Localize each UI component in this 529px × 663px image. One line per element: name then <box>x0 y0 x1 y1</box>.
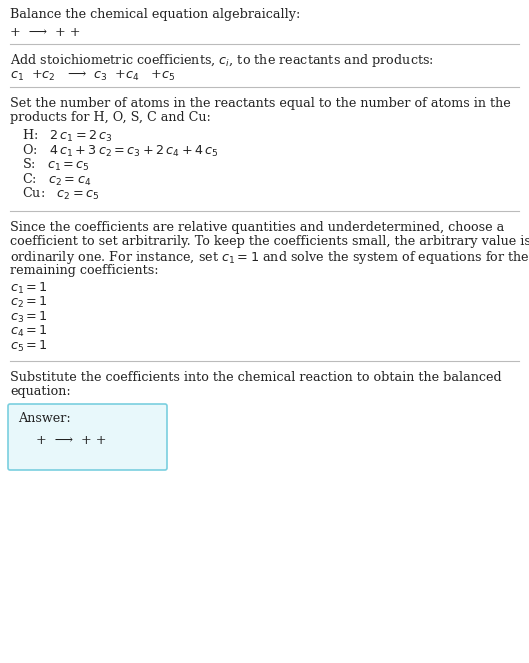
Text: S:   $c_1 = c_5$: S: $c_1 = c_5$ <box>14 157 90 173</box>
Text: Balance the chemical equation algebraically:: Balance the chemical equation algebraica… <box>10 8 300 21</box>
Text: Since the coefficients are relative quantities and underdetermined, choose a: Since the coefficients are relative quan… <box>10 221 504 233</box>
Text: $c_1$  +$c_2$   ⟶  $c_3$  +$c_4$   +$c_5$: $c_1$ +$c_2$ ⟶ $c_3$ +$c_4$ +$c_5$ <box>10 68 175 83</box>
Text: Substitute the coefficients into the chemical reaction to obtain the balanced: Substitute the coefficients into the che… <box>10 371 501 384</box>
Text: $c_4 = 1$: $c_4 = 1$ <box>10 324 48 339</box>
Text: Cu:   $c_2 = c_5$: Cu: $c_2 = c_5$ <box>14 186 99 202</box>
Text: coefficient to set arbitrarily. To keep the coefficients small, the arbitrary va: coefficient to set arbitrarily. To keep … <box>10 235 529 248</box>
Text: O:   $4\,c_1 + 3\,c_2 = c_3 + 2\,c_4 + 4\,c_5$: O: $4\,c_1 + 3\,c_2 = c_3 + 2\,c_4 + 4\,… <box>14 143 218 158</box>
Text: +  ⟶  + +: + ⟶ + + <box>28 434 106 448</box>
Text: C:   $c_2 = c_4$: C: $c_2 = c_4$ <box>14 172 91 188</box>
Text: $c_3 = 1$: $c_3 = 1$ <box>10 310 48 325</box>
Text: +  ⟶  + +: + ⟶ + + <box>10 25 80 38</box>
Text: Add stoichiometric coefficients, $c_i$, to the reactants and products:: Add stoichiometric coefficients, $c_i$, … <box>10 52 434 69</box>
Text: Set the number of atoms in the reactants equal to the number of atoms in the: Set the number of atoms in the reactants… <box>10 97 511 110</box>
FancyBboxPatch shape <box>8 404 167 470</box>
Text: equation:: equation: <box>10 385 71 398</box>
Text: H:   $2\,c_1 = 2\,c_3$: H: $2\,c_1 = 2\,c_3$ <box>14 128 113 144</box>
Text: Answer:: Answer: <box>18 412 71 425</box>
Text: products for H, O, S, C and Cu:: products for H, O, S, C and Cu: <box>10 111 211 125</box>
Text: ordinarily one. For instance, set $c_1 = 1$ and solve the system of equations fo: ordinarily one. For instance, set $c_1 =… <box>10 249 529 267</box>
Text: $c_1 = 1$: $c_1 = 1$ <box>10 280 48 296</box>
Text: remaining coefficients:: remaining coefficients: <box>10 264 159 277</box>
Text: $c_2 = 1$: $c_2 = 1$ <box>10 295 48 310</box>
Text: $c_5 = 1$: $c_5 = 1$ <box>10 339 48 353</box>
